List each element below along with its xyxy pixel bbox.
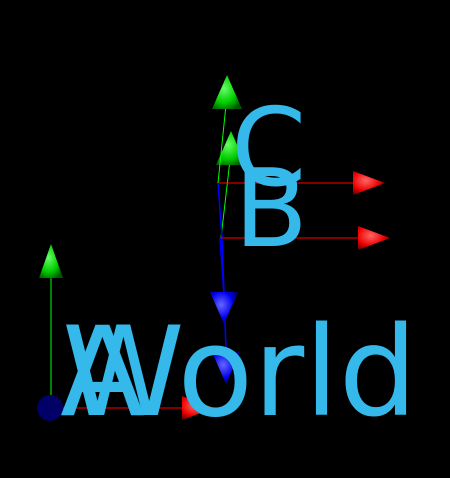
c-z-axis-line	[217, 182, 223, 239]
frame-world[interactable]	[37, 244, 214, 421]
a-z-axis-arrowhead	[212, 352, 240, 384]
b-z-axis-line	[219, 237, 225, 296]
c-x-axis-arrowhead	[353, 171, 385, 195]
world-y-axis-arrowhead	[39, 244, 63, 278]
label-a: A	[60, 301, 145, 445]
b-x-axis-arrowhead	[358, 226, 390, 250]
label-b: B	[234, 147, 308, 272]
label-c: C	[231, 86, 306, 211]
frame-c[interactable]	[212, 75, 385, 239]
c-y-axis-arrowhead	[212, 75, 242, 109]
b-z-axis-arrowhead	[210, 292, 238, 324]
frame-b[interactable]	[210, 131, 390, 324]
world-origin-marker	[37, 395, 63, 421]
label-world: World	[62, 301, 417, 445]
c-y-axis-line	[217, 104, 227, 184]
b-y-axis-arrowhead	[216, 131, 246, 165]
world-x-axis-arrowhead	[182, 396, 214, 420]
b-y-axis-line	[220, 159, 231, 239]
